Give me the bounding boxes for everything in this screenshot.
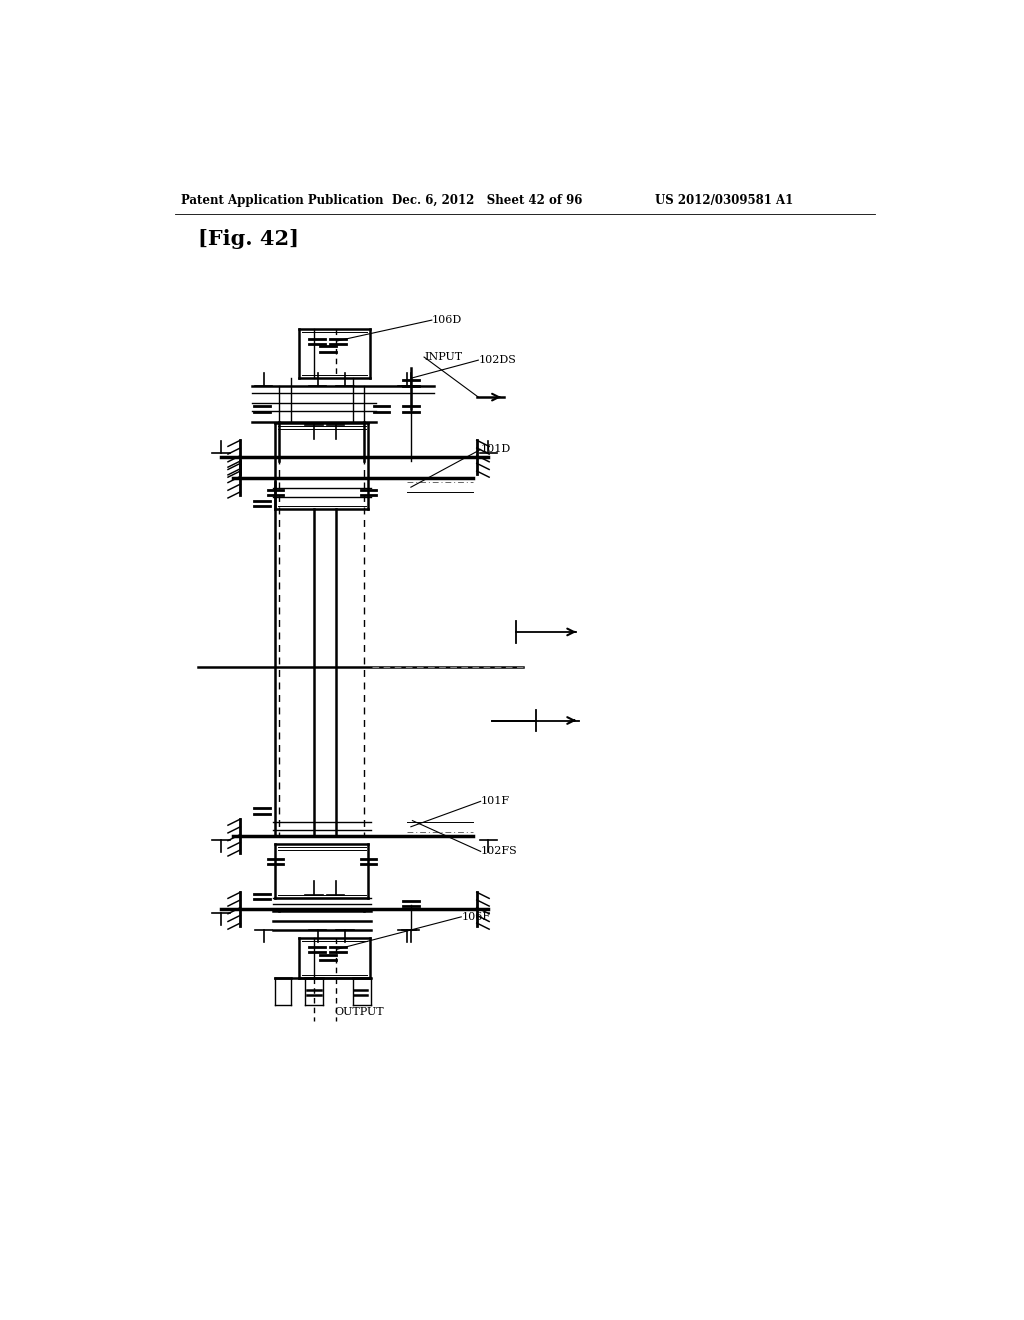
Text: 101D: 101D	[480, 445, 511, 454]
Text: 101F: 101F	[480, 796, 510, 807]
Text: [Fig. 42]: [Fig. 42]	[198, 230, 299, 249]
Text: INPUT: INPUT	[424, 352, 462, 362]
Text: Dec. 6, 2012   Sheet 42 of 96: Dec. 6, 2012 Sheet 42 of 96	[391, 194, 582, 207]
Text: Patent Application Publication: Patent Application Publication	[180, 194, 383, 207]
Text: 106D: 106D	[432, 315, 462, 325]
Text: OUTPUT: OUTPUT	[334, 1007, 384, 1016]
Text: 102DS: 102DS	[478, 355, 516, 366]
Text: US 2012/0309581 A1: US 2012/0309581 A1	[655, 194, 794, 207]
Text: 102FS: 102FS	[480, 846, 517, 857]
Text: 106F: 106F	[461, 912, 490, 921]
